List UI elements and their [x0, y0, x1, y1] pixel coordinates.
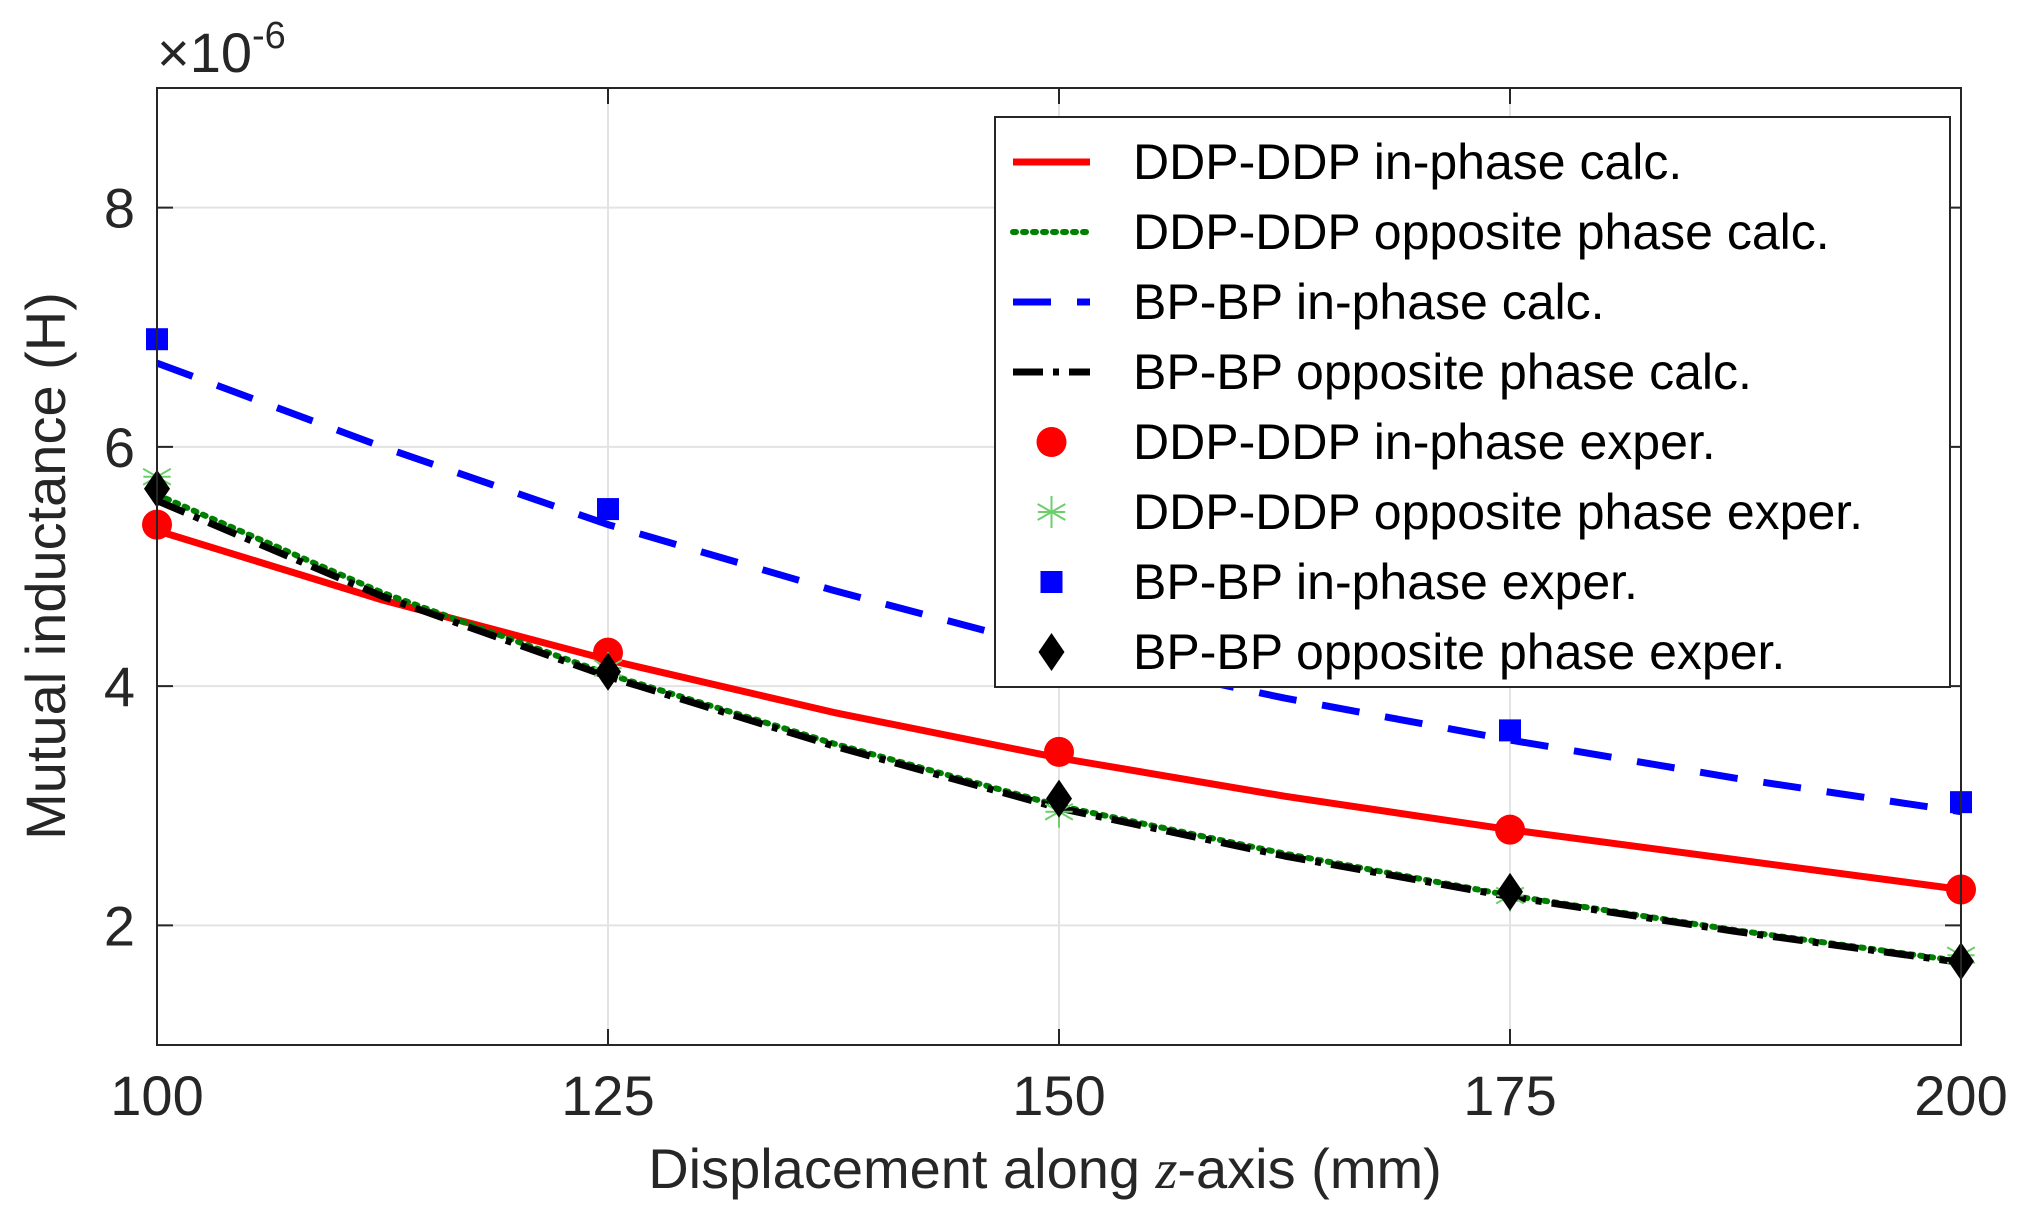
y-exponent-prefix: ×10	[157, 21, 252, 84]
x-tick-label: 150	[1012, 1064, 1105, 1127]
y-tick-label: 4	[104, 655, 135, 718]
y-tick-label: 2	[104, 894, 135, 957]
legend-label: BP-BP in-phase calc.	[1133, 274, 1605, 330]
x-axis-label-suffix: -axis (mm)	[1177, 1137, 1441, 1200]
legend-box	[994, 116, 1951, 688]
x-axis-label: Displacement along z-axis (mm)	[648, 1137, 1442, 1201]
y-exponent-power: -6	[252, 15, 286, 57]
x-tick-label: 200	[1914, 1064, 2007, 1127]
x-axis-label-variable: z	[1155, 1139, 1178, 1201]
legend-item: BP-BP opposite phase exper.	[1038, 624, 1785, 680]
x-tick-label: 125	[561, 1064, 654, 1127]
data-point-square	[597, 498, 619, 521]
x-tick-label: 175	[1463, 1064, 1556, 1127]
legend-marker-swatch	[1040, 571, 1063, 593]
legend-label: BP-BP in-phase exper.	[1133, 554, 1638, 610]
tick-labels: 100 125 150 175 200 2 4 6 8	[104, 177, 2008, 1127]
legend-item: DDP-DDP opposite phase exper.	[1037, 484, 1863, 540]
data-point-square	[1499, 719, 1521, 742]
data-point-diamond	[1046, 779, 1072, 818]
legend-marker-swatch	[1037, 496, 1066, 528]
data-point-diamond	[1497, 872, 1523, 911]
legend-item: BP-BP in-phase exper.	[1040, 554, 1638, 610]
legend: DDP-DDP in-phase calc. DDP-DDP opposite p…	[994, 116, 1951, 688]
y-tick-label: 8	[104, 177, 135, 240]
legend-label: DDP-DDP opposite phase exper.	[1133, 484, 1863, 540]
legend-label: DDP-DDP opposite phase calc.	[1133, 204, 1830, 260]
legend-item: BP-BP opposite phase calc.	[1013, 344, 1752, 400]
y-axis-label: Mutual inductance (H)	[14, 292, 77, 840]
y-tick-label: 6	[104, 416, 135, 479]
legend-item: BP-BP in-phase calc.	[1013, 274, 1605, 330]
legend-marker-swatch	[1038, 633, 1065, 671]
legend-label: BP-BP opposite phase calc.	[1133, 344, 1752, 400]
legend-label: DDP-DDP in-phase exper.	[1133, 414, 1716, 470]
series-line-3	[155, 359, 1962, 816]
legend-marker-swatch	[1036, 427, 1067, 457]
data-point-circle	[1044, 736, 1074, 767]
legend-label: BP-BP opposite phase exper.	[1133, 624, 1785, 680]
y-exponent-label: ×10-6	[157, 15, 286, 84]
legend-item: DDP-DDP in-phase calc.	[1013, 134, 1682, 190]
data-point-diamond	[595, 652, 621, 691]
legend-label: DDP-DDP in-phase calc.	[1133, 134, 1682, 190]
legend-item: DDP-DDP opposite phase calc.	[1010, 204, 1830, 260]
x-tick-label: 100	[110, 1064, 203, 1127]
x-axis-label-prefix: Displacement along	[648, 1137, 1155, 1200]
legend-item: DDP-DDP in-phase exper.	[1036, 414, 1716, 470]
series-layer	[142, 328, 1976, 981]
plot-frame	[156, 87, 1962, 1046]
data-point-circle	[1495, 814, 1525, 845]
